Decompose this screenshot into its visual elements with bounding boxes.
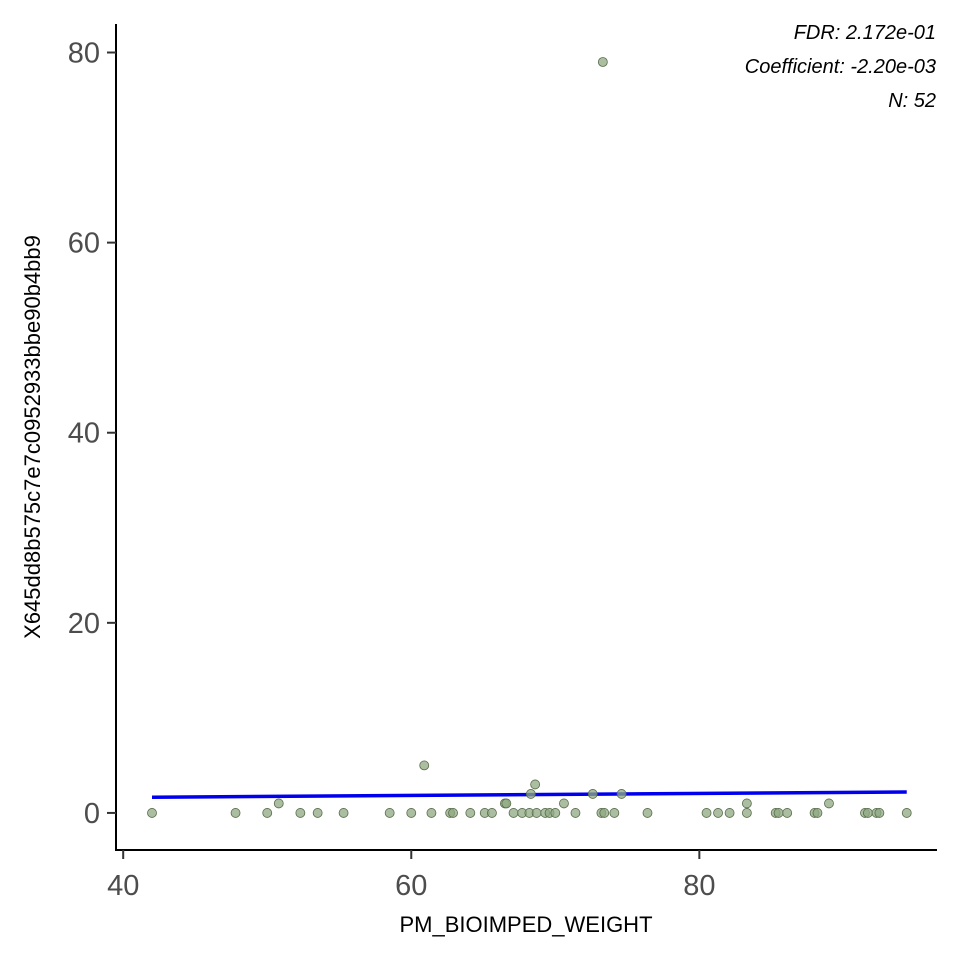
data-point [713,808,723,818]
y-ticks: 0 20 40 60 80 [68,38,116,830]
data-point [448,808,458,818]
x-axis-title: PM_BIOIMPED_WEIGHT [399,912,652,937]
x-tick-label: 40 [107,870,139,902]
data-point [609,808,620,818]
data-point [724,808,735,818]
data-point [570,808,581,818]
y-tick-label: 20 [68,608,100,640]
data-point [147,808,157,818]
data-point [465,808,476,818]
x-tick-label: 80 [683,870,715,902]
y-tick-label: 0 [84,798,100,830]
data-point [295,808,306,818]
data-point [642,808,653,818]
data-point [824,798,834,809]
data-point [312,808,323,818]
coefficient-annotation: Coefficient: -2.20e-03 [745,56,936,78]
data-point [487,808,497,818]
data-point [230,808,241,818]
y-axis-title: X645dd8b575c7e7c0952933bbe90b4bb9 [20,235,45,639]
x-ticks: 40 60 80 [107,850,715,902]
data-point [262,808,273,818]
points-layer [147,57,912,818]
data-point [599,808,610,818]
y-tick-label: 60 [68,228,100,260]
data-point [701,808,712,818]
data-point [525,789,536,799]
data-point [559,798,569,809]
data-point [597,57,608,67]
data-point [773,808,784,818]
n-annotation: N: 52 [888,90,936,112]
data-point [741,808,752,818]
y-tick-label: 80 [68,38,100,70]
data-point [419,760,430,771]
data-point [426,808,437,818]
data-point [782,808,793,818]
data-point [862,808,873,818]
data-point [384,808,395,818]
fdr-annotation: FDR: 2.172e-01 [794,22,936,44]
data-point [616,789,627,799]
y-tick-label: 40 [68,418,100,450]
data-point [273,798,284,809]
data-point [874,808,885,818]
data-point [508,808,519,818]
data-point [587,789,598,799]
data-point [741,798,752,809]
data-point [531,808,542,818]
x-tick-label: 60 [395,870,427,902]
data-point [501,798,512,809]
data-point [901,808,912,818]
data-point [406,808,417,818]
data-point [530,779,541,790]
data-point [812,808,823,818]
data-point [338,808,349,818]
data-point [550,808,561,818]
